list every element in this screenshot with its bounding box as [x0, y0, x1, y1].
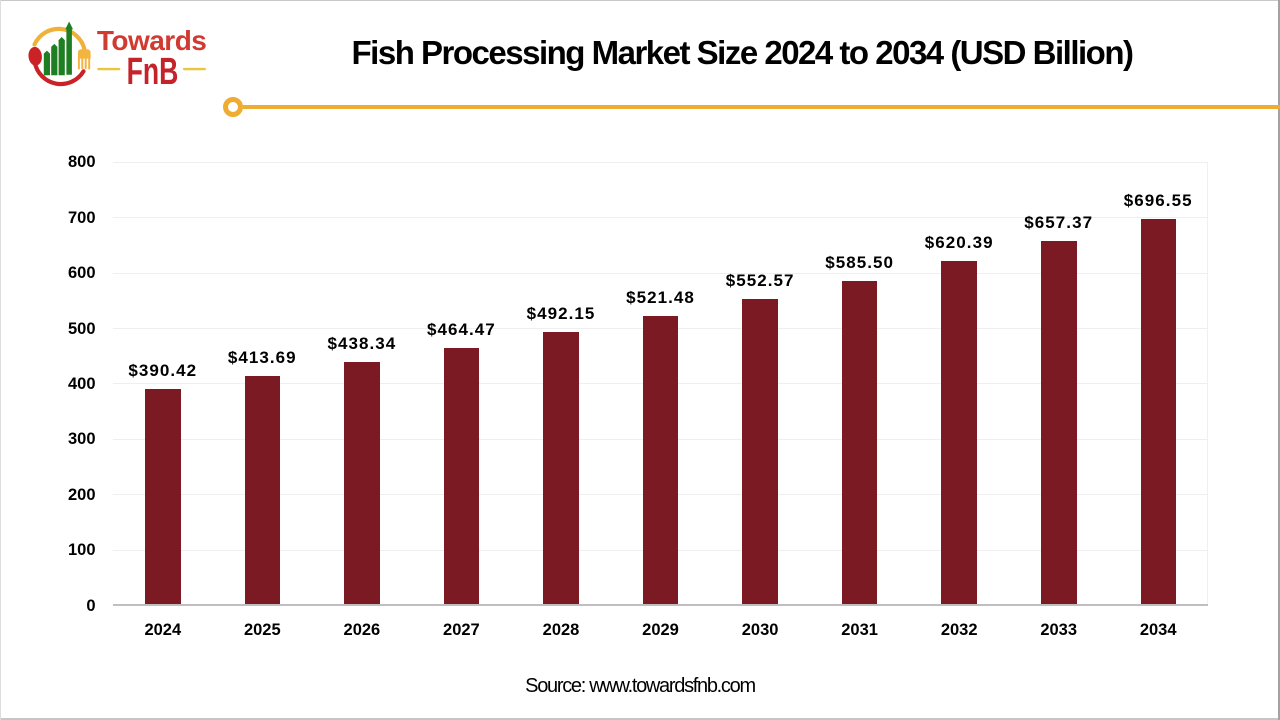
svg-text:Towards: Towards	[97, 25, 207, 56]
svg-text:FnB: FnB	[127, 49, 179, 92]
